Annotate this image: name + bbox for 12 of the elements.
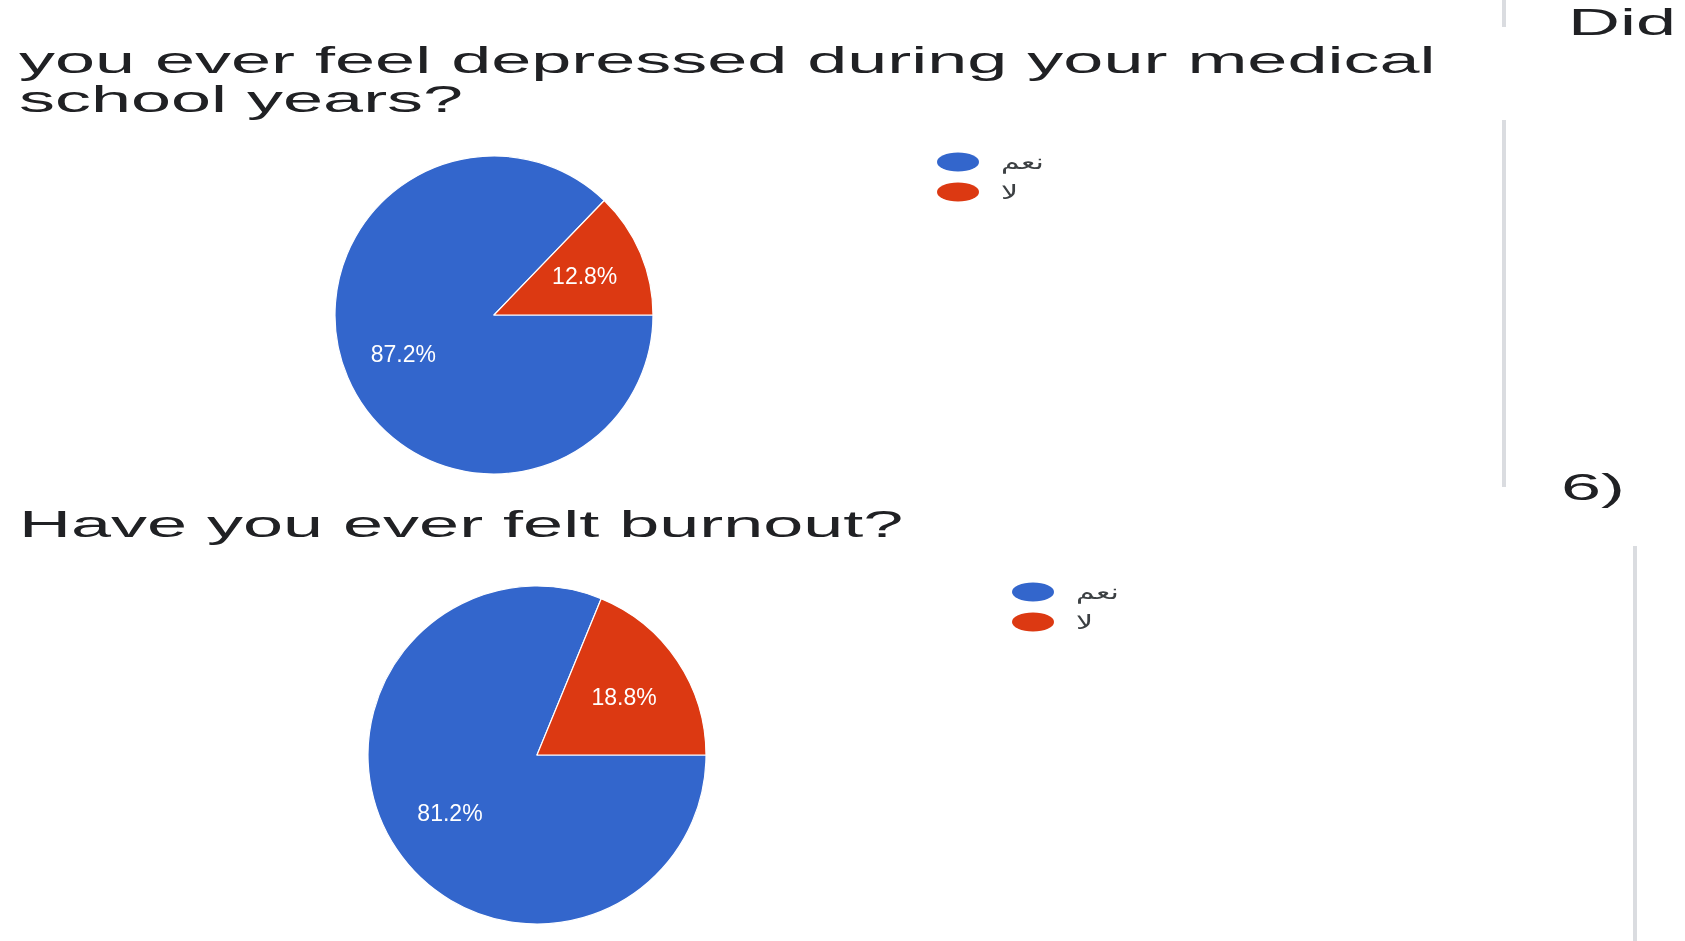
data-label: 87.2% (370, 340, 436, 367)
data-label: 18.8% (591, 683, 657, 710)
legend-label: نعم (1076, 581, 1119, 605)
data-label: 81.2% (417, 800, 483, 827)
legend-label: لا (1001, 181, 1019, 203)
text: Did (1567, 2, 1676, 43)
legend-label: لا (1076, 611, 1094, 633)
text: 6) (1560, 467, 1625, 508)
legend-label: نعم (1001, 151, 1044, 175)
data-label: 12.8% (552, 263, 618, 290)
chart-title: you ever feel depressed during your medical school years? (19, 40, 1436, 120)
chart-title: Have you ever felt burnout? (19, 504, 904, 545)
